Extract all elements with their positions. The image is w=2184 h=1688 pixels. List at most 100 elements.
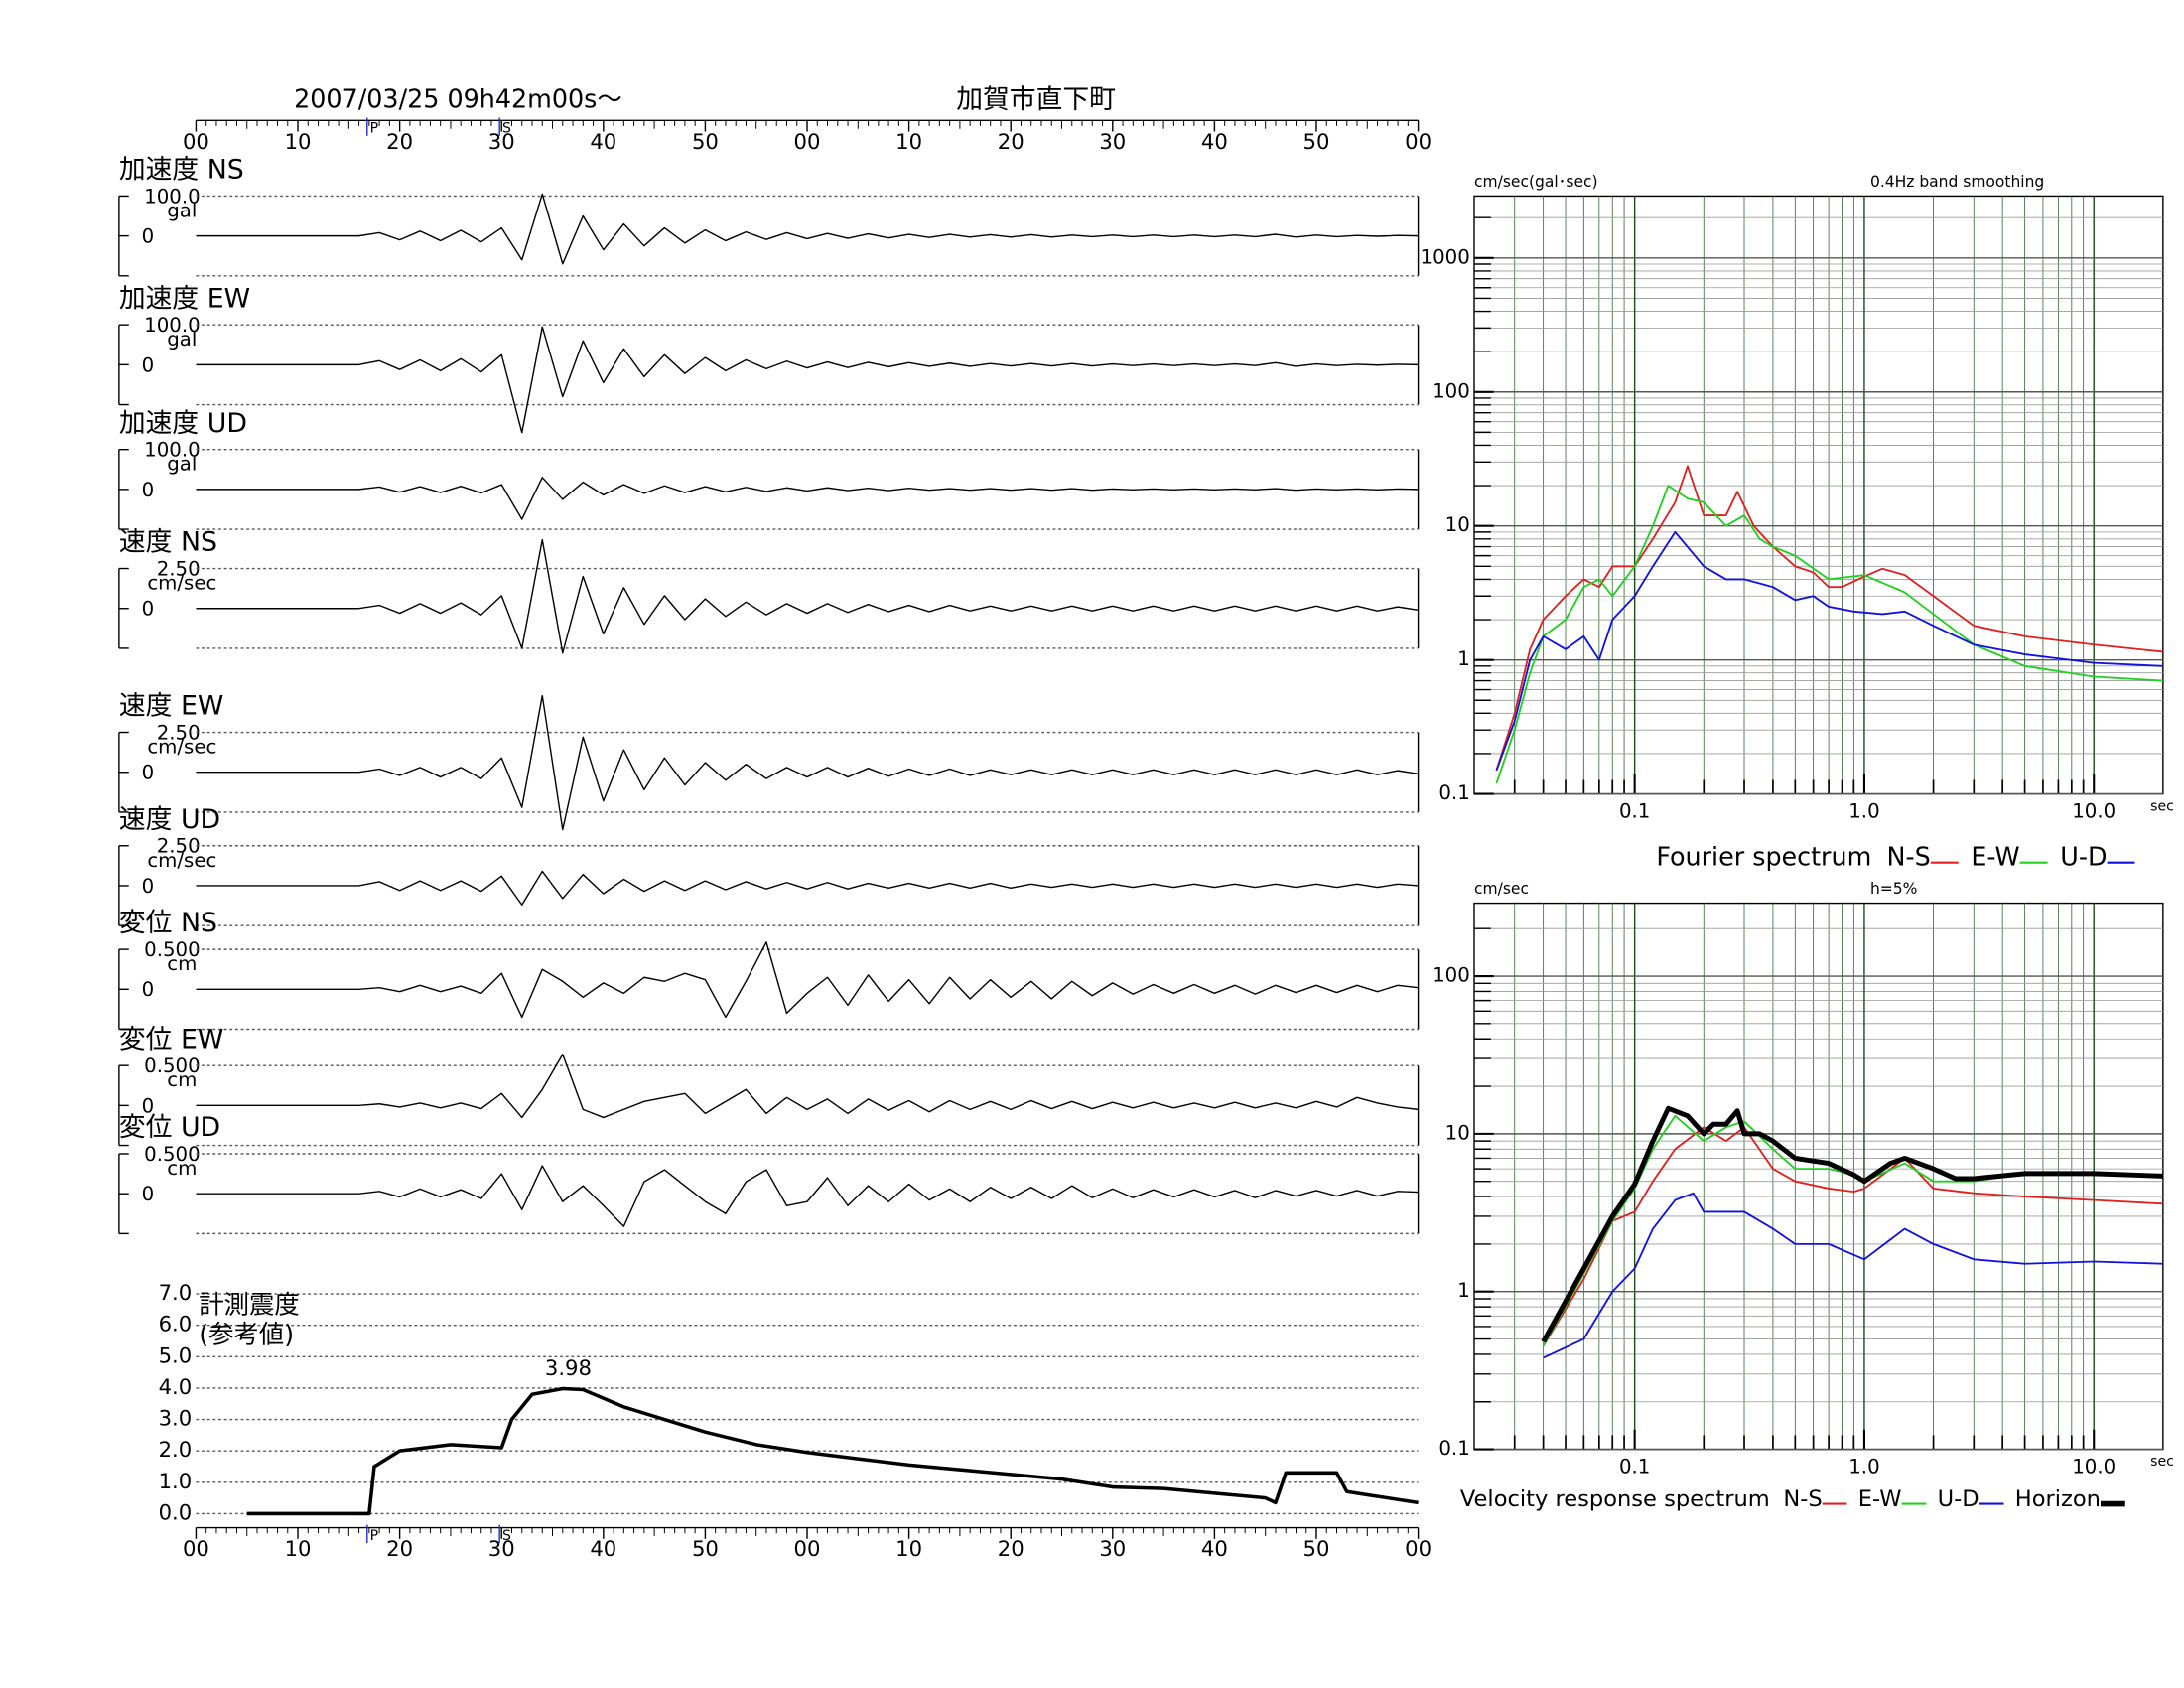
y-axis-note: (参考値) <box>199 1319 294 1348</box>
waveform <box>196 477 1419 520</box>
y-tick-label: 10 <box>1445 1121 1470 1144</box>
y-tick-label: 5.0 <box>159 1342 193 1367</box>
x-tick-label: 00 <box>1405 129 1432 154</box>
y-tick-label: 3.0 <box>159 1406 193 1431</box>
x-tick-label: 00 <box>794 1536 821 1561</box>
y-tick-label: 10 <box>1445 513 1470 536</box>
x-tick-label: 00 <box>1405 1536 1432 1561</box>
y-tick-label: 0.1 <box>1438 1437 1469 1460</box>
x-tick-label: 30 <box>1099 1536 1126 1561</box>
y-tick-label: 0.500 <box>144 1055 201 1077</box>
waveform <box>196 1165 1419 1227</box>
y-tick-label: 1 <box>1457 1279 1470 1302</box>
peak-label: 3.98 <box>545 1355 592 1380</box>
y-tick-label: 100.0 <box>144 439 201 462</box>
y-axis-unit: cm/sec <box>1474 880 1529 898</box>
chart-subtitle: 加賀市直下町 <box>956 84 1116 115</box>
x-tick-label: 00 <box>794 129 821 154</box>
x-tick-label: 20 <box>998 129 1024 154</box>
y-tick-label: 0 <box>142 598 155 621</box>
x-tick-label: 40 <box>590 1536 616 1561</box>
unit-label: gal <box>167 453 197 476</box>
x-tick-label: 0.1 <box>1619 799 1650 822</box>
x-tick-label: 50 <box>1303 129 1330 154</box>
y-tick-label: 0.1 <box>1438 781 1469 804</box>
spectrum-line <box>1542 1126 2163 1347</box>
y-axis-unit: cm/sec(gal･sec) <box>1474 173 1598 191</box>
y-tick-label: 7.0 <box>159 1280 193 1305</box>
trace-name: 加速度 NS <box>119 155 244 186</box>
x-tick-label: 30 <box>488 129 515 154</box>
waveform <box>196 326 1419 434</box>
phase-label: S <box>502 1528 511 1544</box>
y-tick-label: 0.500 <box>144 938 201 961</box>
x-axis-unit: sec <box>2150 1454 2174 1470</box>
waveform <box>196 870 1419 906</box>
waveform <box>196 538 1419 654</box>
y-tick-label: 100 <box>1433 964 1470 987</box>
spectrum-line <box>1543 1192 2163 1359</box>
x-tick-label: 10 <box>285 129 312 154</box>
x-tick-label: 20 <box>998 1536 1024 1561</box>
y-tick-label: 100 <box>1433 379 1470 402</box>
unit-label: cm/sec <box>147 572 216 595</box>
y-tick-label: 1000 <box>1421 245 1470 268</box>
x-tick-label: 40 <box>1201 129 1228 154</box>
trace-name: 加速度 EW <box>119 283 250 314</box>
chart-note: h=5% <box>1870 880 1917 898</box>
y-tick-label: 6.0 <box>159 1312 193 1336</box>
unit-label: cm <box>167 1157 197 1180</box>
x-tick-label: 00 <box>183 1536 209 1561</box>
legend-title: Fourier spectrum <box>1656 841 1871 871</box>
x-tick-label: 10.0 <box>2072 1455 2116 1477</box>
x-tick-label: 30 <box>1099 129 1126 154</box>
x-tick-label: 50 <box>1303 1536 1330 1561</box>
x-tick-label: 50 <box>692 129 719 154</box>
spectrum-line <box>1495 485 2163 784</box>
phase-label: P <box>370 121 379 137</box>
phase-label: S <box>502 121 511 137</box>
y-axis-title: 計測震度 <box>199 1290 300 1320</box>
legend-label: N-S <box>1887 841 1931 871</box>
legend-label: E-W <box>1971 841 2019 871</box>
legend-title: Velocity response spectrum <box>1460 1486 1770 1512</box>
x-tick-label: 10 <box>895 1536 922 1561</box>
intensity-line <box>246 1386 1419 1516</box>
y-tick-label: 1.0 <box>159 1469 193 1493</box>
x-tick-label: 1.0 <box>1848 1455 1879 1477</box>
y-tick-label: 0 <box>142 978 155 1001</box>
unit-label: cm <box>167 1068 197 1091</box>
x-tick-label: 0.1 <box>1619 1455 1650 1477</box>
y-tick-label: 100.0 <box>144 314 201 337</box>
x-tick-label: 30 <box>488 1536 515 1561</box>
unit-label: gal <box>167 199 197 221</box>
unit-label: gal <box>167 328 197 351</box>
y-tick-label: 2.50 <box>157 835 201 858</box>
x-tick-label: 1.0 <box>1848 799 1879 822</box>
x-tick-label: 00 <box>183 129 209 154</box>
phase-label: P <box>370 1528 379 1544</box>
y-tick-label: 0 <box>142 875 155 898</box>
spectrum-line <box>1495 465 2163 772</box>
trace-name: 速度 UD <box>119 804 220 835</box>
plot-frame <box>1473 195 2164 795</box>
spectrum-line <box>1541 1105 2163 1343</box>
y-tick-label: 0 <box>142 1183 155 1205</box>
legend-label: E-W <box>1858 1486 1902 1512</box>
x-tick-label: 40 <box>590 129 616 154</box>
y-tick-label: 2.0 <box>159 1437 193 1462</box>
chart-title: 2007/03/25 09h42m00s～ <box>294 84 622 114</box>
x-tick-label: 10.0 <box>2072 799 2116 822</box>
legend-label: U-D <box>2060 841 2107 871</box>
y-tick-label: 100.0 <box>144 185 201 208</box>
unit-label: cm <box>167 952 197 975</box>
y-tick-label: 0.0 <box>159 1499 193 1524</box>
y-tick-label: 0.500 <box>144 1143 201 1166</box>
x-tick-label: 20 <box>386 129 413 154</box>
trace-name: 変位 UD <box>119 1112 220 1143</box>
x-tick-label: 10 <box>285 1536 312 1561</box>
trace-name: 速度 EW <box>119 691 223 722</box>
